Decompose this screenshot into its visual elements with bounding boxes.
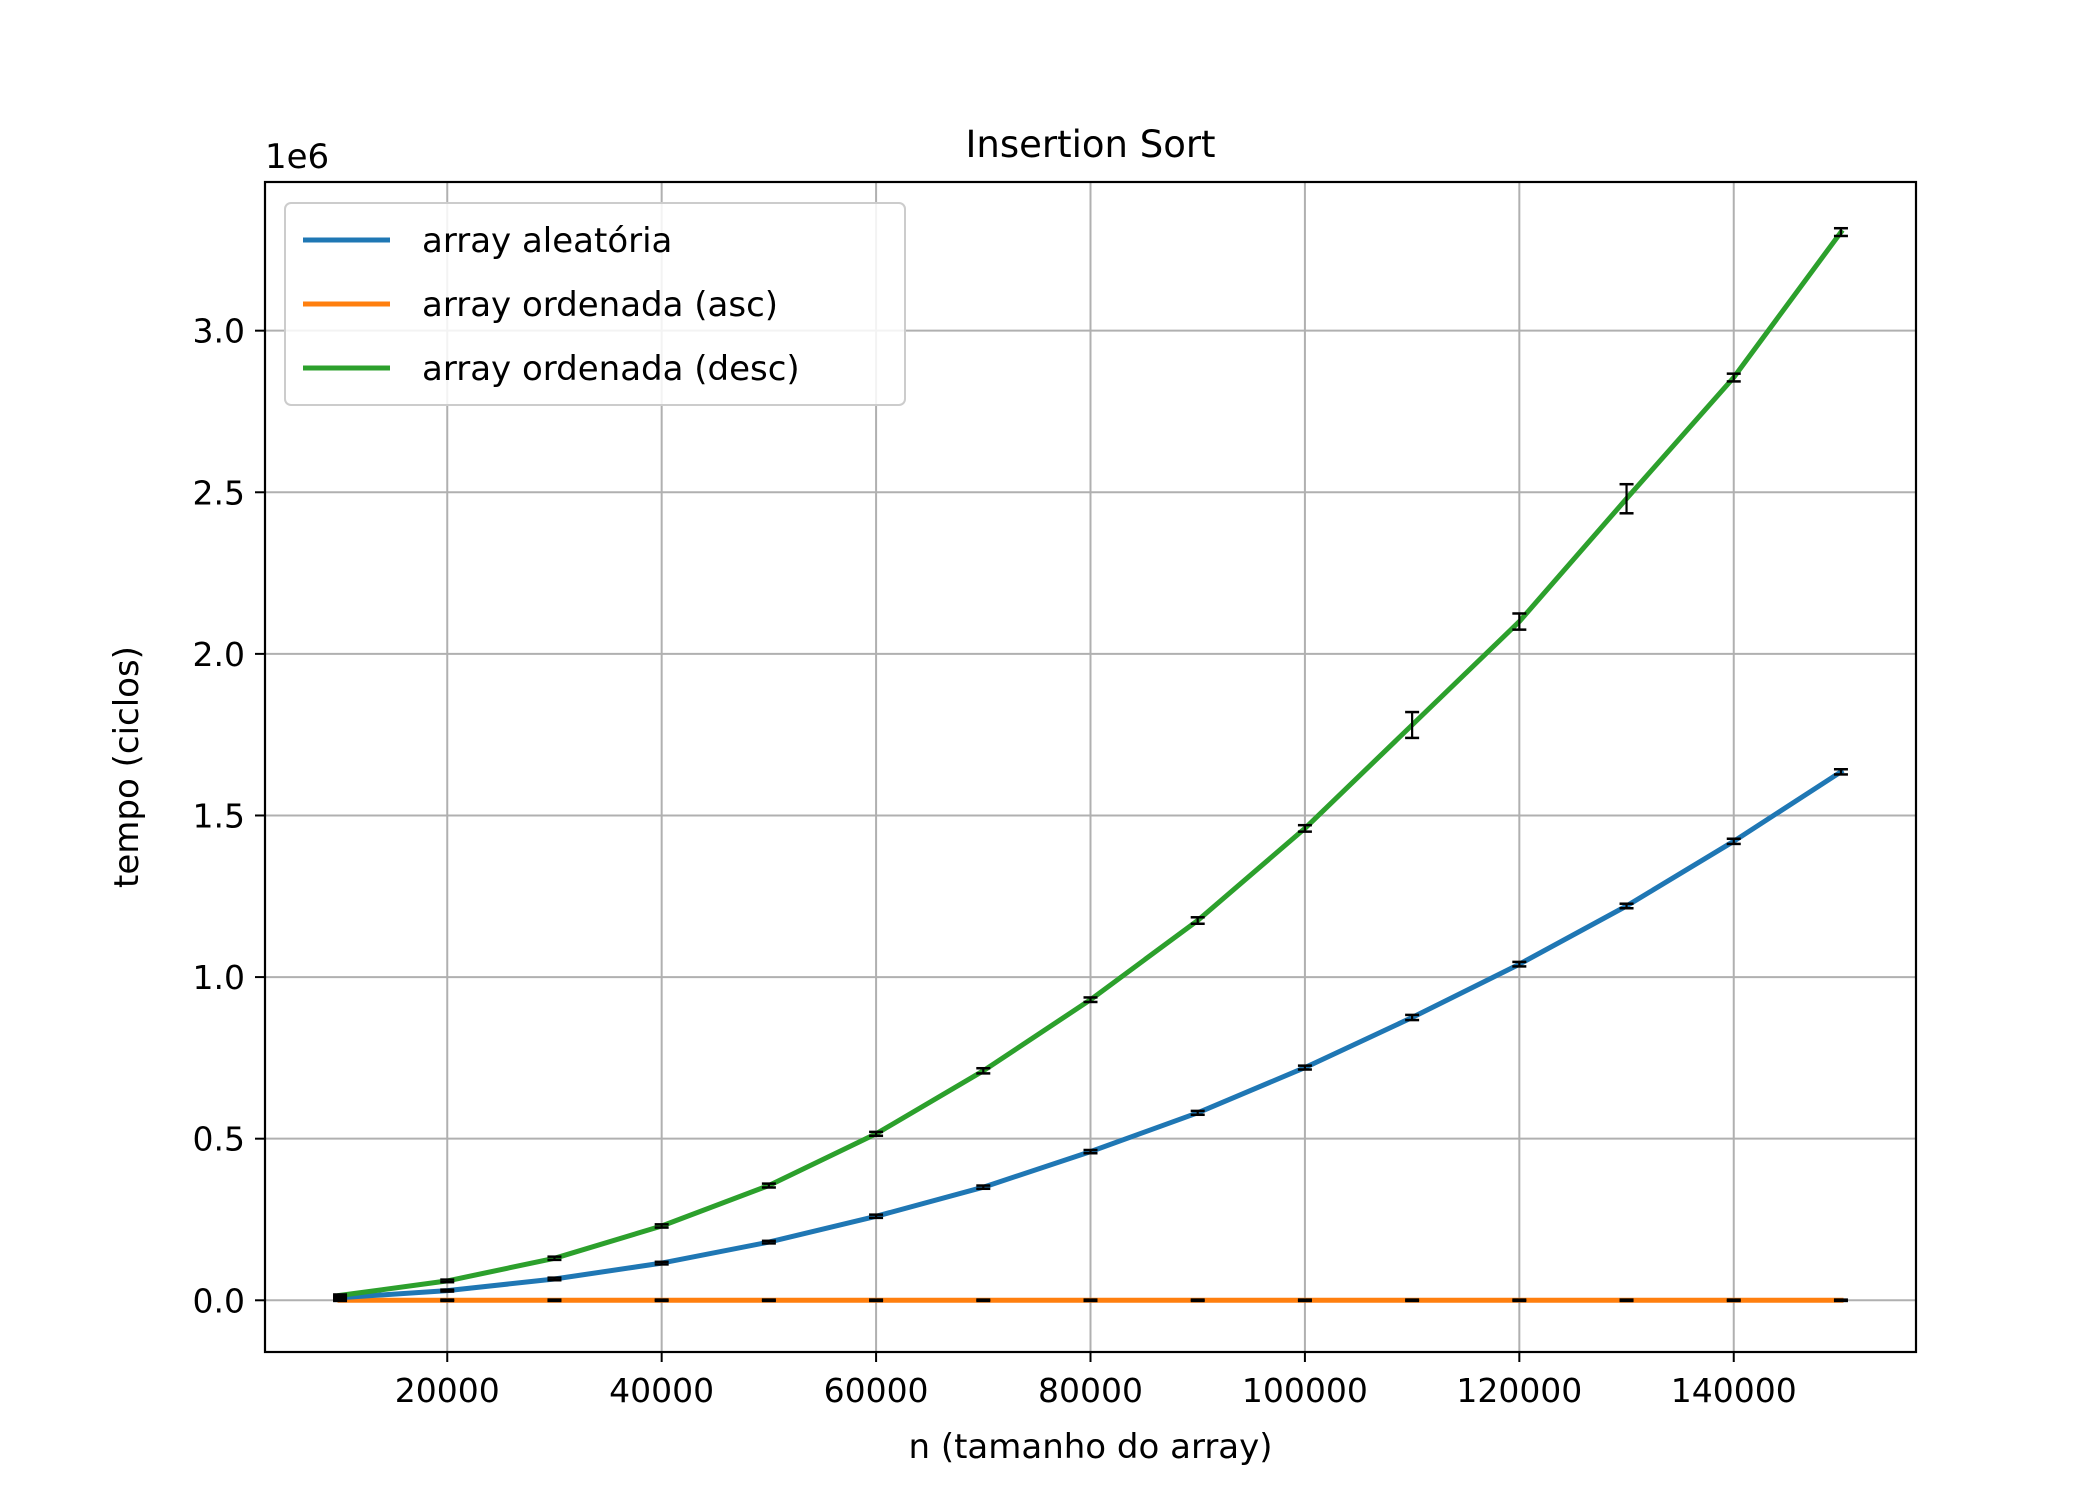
error-bar (1083, 996, 1098, 1004)
error-bar (1619, 1298, 1634, 1303)
error-bar (1297, 1298, 1312, 1303)
x-tick-label: 20000 (395, 1371, 500, 1410)
error-bar (1512, 960, 1527, 968)
x-tick-label: 140000 (1671, 1371, 1797, 1410)
error-bar (1726, 837, 1741, 846)
error-bar (1297, 1064, 1312, 1071)
y-tick-label: 2.0 (193, 635, 245, 674)
y-tick-label: 0.0 (193, 1281, 245, 1320)
x-tick-label: 40000 (609, 1371, 714, 1410)
error-bar (1512, 1298, 1527, 1303)
error-bar (761, 1182, 776, 1189)
error-bar (869, 1130, 884, 1138)
x-tick-label: 80000 (1038, 1371, 1143, 1410)
error-bar (547, 1255, 562, 1262)
error-bar (1619, 482, 1634, 515)
error-bar (761, 1239, 776, 1245)
error-bar (869, 1213, 884, 1220)
error-bar (1083, 1148, 1098, 1155)
x-tick-label: 100000 (1242, 1371, 1368, 1410)
error-bar (1190, 916, 1205, 926)
error-bar (1405, 1013, 1420, 1022)
error-bar (547, 1276, 562, 1282)
error-bar (654, 1298, 669, 1303)
error-bar (761, 1298, 776, 1303)
error-bar (1833, 768, 1848, 776)
y-tick-label: 2.5 (193, 473, 245, 512)
error-bar (333, 1298, 348, 1303)
legend-label: array aleatória (422, 221, 672, 261)
error-bar (440, 1288, 455, 1293)
error-bar (440, 1298, 455, 1303)
error-bar (654, 1260, 669, 1266)
legend-label: array ordenada (asc) (422, 285, 778, 325)
y-axis-label: tempo (ciclos) (107, 646, 147, 888)
error-bar (976, 1184, 991, 1191)
error-bar (1083, 1298, 1098, 1303)
error-bar (654, 1223, 669, 1229)
error-bar (1297, 823, 1312, 833)
error-bar (1833, 1298, 1848, 1303)
error-bar (976, 1298, 991, 1303)
y-ticks: 0.0 0.5 1.0 1.5 2.0 2.5 3.0 (193, 312, 265, 1320)
x-tick-label: 60000 (824, 1371, 929, 1410)
error-bar (1619, 902, 1634, 910)
error-bar (1833, 226, 1848, 238)
legend-label: array ordenada (desc) (422, 349, 800, 389)
y-offset-label: 1e6 (265, 137, 329, 177)
error-bar (1405, 1298, 1420, 1303)
chart-title: Insertion Sort (965, 123, 1215, 166)
x-axis-label: n (tamanho do array) (908, 1427, 1272, 1467)
error-bar (869, 1298, 884, 1303)
error-bar (1190, 1109, 1205, 1117)
error-bars (333, 226, 1848, 1303)
legend: array aleatória array ordenada (asc) array… (284, 202, 906, 406)
error-bar (1512, 612, 1527, 631)
error-bar (1190, 1298, 1205, 1303)
legend-box (284, 202, 906, 406)
error-bar (1405, 710, 1420, 740)
error-bar (440, 1278, 455, 1284)
y-tick-label: 1.5 (193, 796, 245, 835)
x-ticks: 20000 40000 60000 80000 100000 120000 140000 (395, 1352, 1797, 1410)
error-bar (333, 1293, 348, 1298)
x-tick-label: 120000 (1456, 1371, 1582, 1410)
error-bar (547, 1298, 562, 1303)
y-tick-label: 1.0 (193, 958, 245, 997)
error-bar (1726, 372, 1741, 383)
y-tick-label: 3.0 (193, 312, 245, 351)
error-bar (976, 1066, 991, 1075)
y-tick-label: 0.5 (193, 1120, 245, 1159)
error-bar (1726, 1298, 1741, 1303)
